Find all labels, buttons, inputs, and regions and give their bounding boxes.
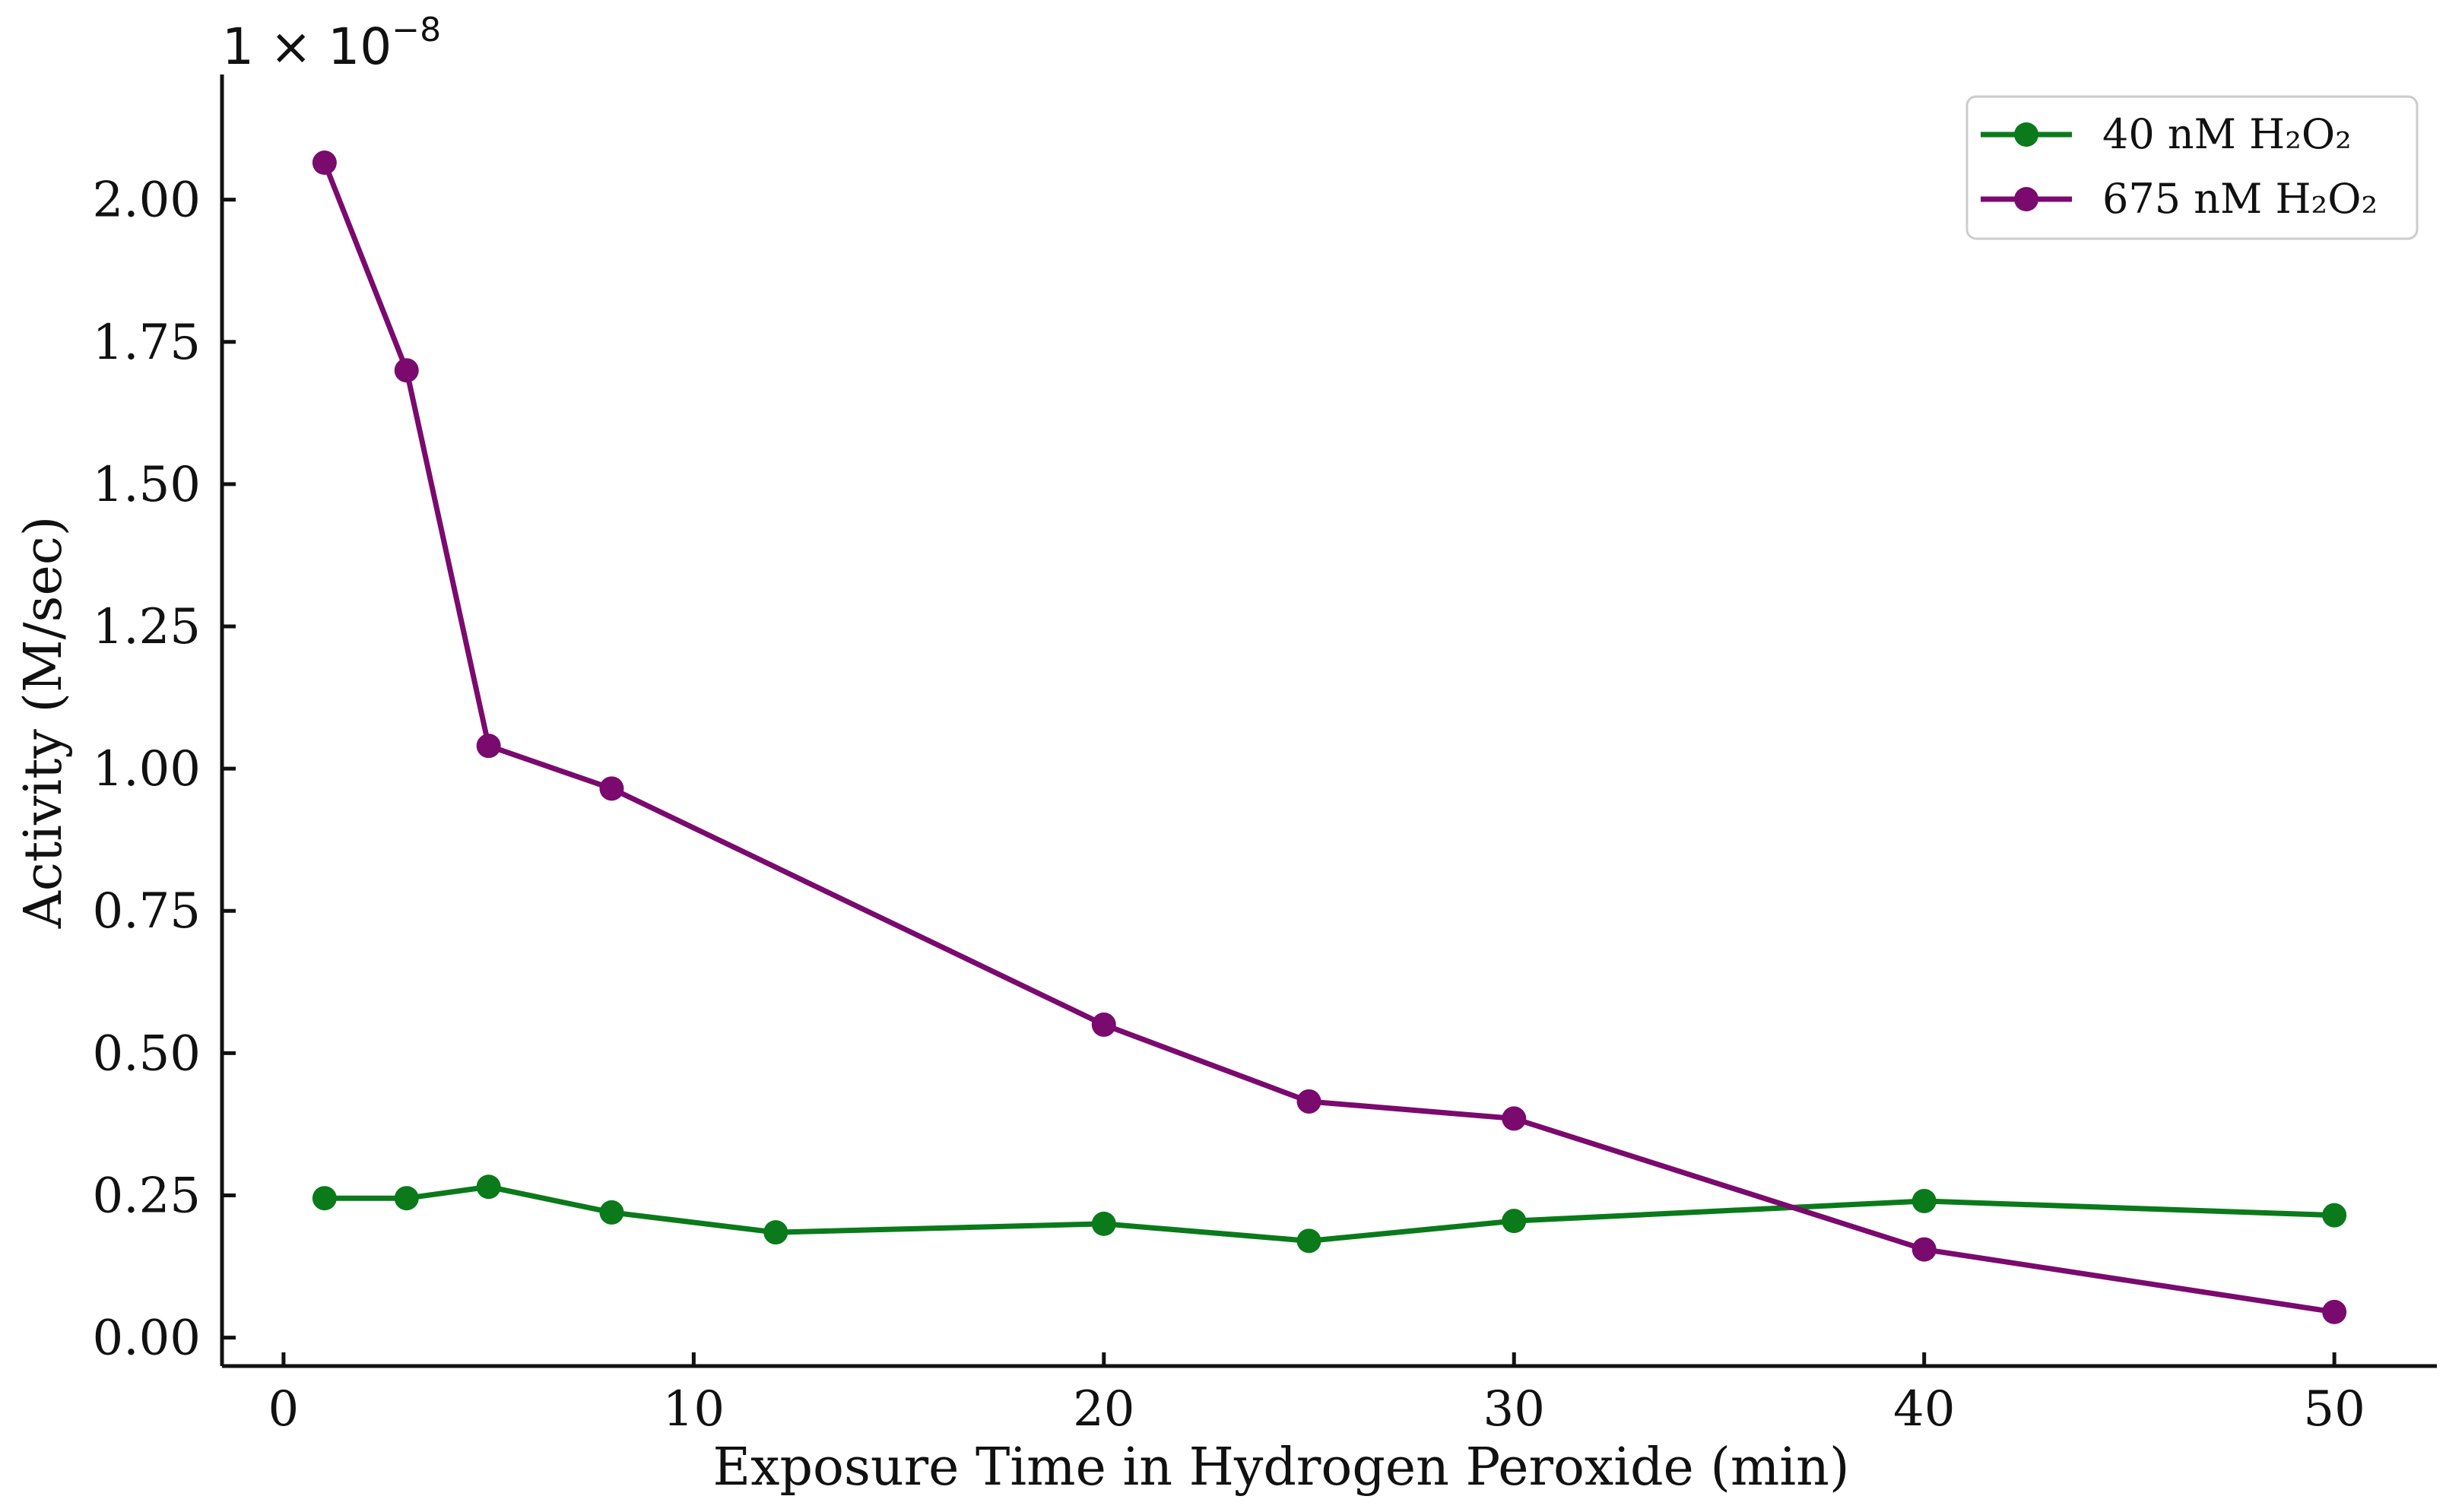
y-tick-label: 0.25 bbox=[93, 1168, 201, 1224]
legend-entry-675nm: 675 nM H₂O₂ bbox=[1981, 175, 2378, 223]
x-axis-title: Exposure Time in Hydrogen Peroxide (min) bbox=[713, 1438, 1850, 1498]
y-tick-label: 1.00 bbox=[93, 741, 201, 797]
data-point bbox=[394, 358, 419, 383]
data-point bbox=[476, 1174, 501, 1200]
y-axis-scale-label: 1 × 10−8 bbox=[222, 11, 441, 76]
series-0 bbox=[312, 1174, 2347, 1254]
data-point bbox=[599, 776, 624, 801]
data-point bbox=[394, 1186, 419, 1211]
data-point bbox=[1296, 1228, 1321, 1254]
legend-marker-40nm bbox=[2014, 122, 2038, 147]
y-axis-title: Activity (M/sec) bbox=[14, 516, 74, 930]
data-point bbox=[1296, 1089, 1321, 1114]
y-axis-ticks: 0.00 0.25 0.50 0.75 1.00 1.25 1.50 1.75 2.00 bbox=[93, 173, 236, 1367]
x-axis-ticks: 0 10 20 30 40 50 bbox=[268, 1352, 2365, 1438]
data-point bbox=[1502, 1106, 1527, 1131]
y-tick-label: 0.50 bbox=[93, 1025, 201, 1082]
legend-box bbox=[1965, 95, 2419, 240]
series-line bbox=[322, 1184, 2337, 1244]
x-tick-label: 0 bbox=[268, 1381, 300, 1438]
x-tick-label: 30 bbox=[1483, 1381, 1545, 1438]
data-point bbox=[1911, 1188, 1937, 1213]
data-point bbox=[763, 1220, 788, 1245]
legend-label-40nm: 40 nM H₂O₂ bbox=[2102, 110, 2352, 158]
axes: 0 10 20 30 40 50 0.00 0.25 0.50 0.75 1.00 1.25 1.50… bbox=[93, 74, 2437, 1438]
x-tick-label: 50 bbox=[2303, 1381, 2365, 1438]
y-tick-label: 1.25 bbox=[93, 599, 201, 655]
legend-label-675nm: 675 nM H₂O₂ bbox=[2102, 175, 2378, 223]
data-point bbox=[2322, 1203, 2347, 1228]
series bbox=[312, 151, 2347, 1324]
x-tick-label: 40 bbox=[1893, 1381, 1955, 1438]
series-line bbox=[322, 160, 2337, 1315]
data-point bbox=[599, 1200, 624, 1225]
data-point bbox=[476, 734, 501, 759]
data-point bbox=[312, 1186, 337, 1211]
data-point bbox=[312, 151, 337, 176]
data-point bbox=[1091, 1012, 1116, 1037]
series-1 bbox=[312, 151, 2347, 1324]
x-tick-label: 10 bbox=[663, 1381, 725, 1438]
legend-marker-675nm bbox=[2014, 187, 2038, 211]
y-tick-label: 1.50 bbox=[93, 457, 201, 513]
y-tick-label: 2.00 bbox=[93, 173, 201, 229]
y-tick-label: 0.00 bbox=[93, 1311, 201, 1367]
data-point bbox=[1091, 1211, 1116, 1236]
data-point bbox=[2322, 1299, 2347, 1324]
data-point bbox=[1502, 1209, 1527, 1234]
y-tick-label: 1.75 bbox=[93, 315, 201, 371]
x-tick-label: 20 bbox=[1073, 1381, 1134, 1438]
data-point bbox=[1911, 1237, 1937, 1262]
legend: 40 nM H₂O₂ 675 nM H₂O₂ bbox=[1965, 95, 2419, 240]
legend-entry-40nm: 40 nM H₂O₂ bbox=[1981, 110, 2352, 158]
y-tick-label: 0.75 bbox=[93, 883, 201, 940]
